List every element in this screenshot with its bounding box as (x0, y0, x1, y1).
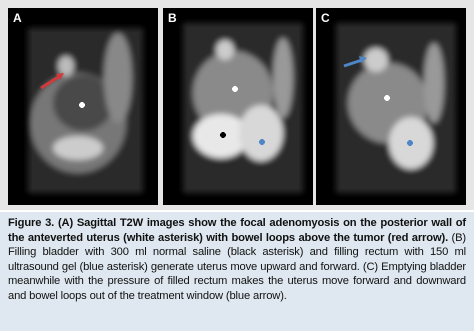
panel-label: B (168, 11, 177, 25)
mri-image (183, 23, 303, 193)
mri-panel: C (316, 8, 466, 205)
mri-panel: B (163, 8, 313, 205)
figure-caption: Figure 3. (A) Sagittal T2W images show t… (0, 212, 474, 331)
caption-text: Figure 3. (A) Sagittal T2W images show t… (8, 216, 466, 304)
caption-body: (B) Filling bladder with 300 ml normal s… (8, 231, 466, 302)
mri-image (28, 28, 143, 193)
panel-label: A (13, 11, 22, 25)
figure-images: A B (0, 0, 474, 210)
mri-image (336, 23, 456, 193)
panel-label: C (321, 11, 330, 25)
mri-panel: A (8, 8, 158, 205)
caption-bold: Figure 3. (A) Sagittal T2W images show t… (8, 217, 466, 244)
